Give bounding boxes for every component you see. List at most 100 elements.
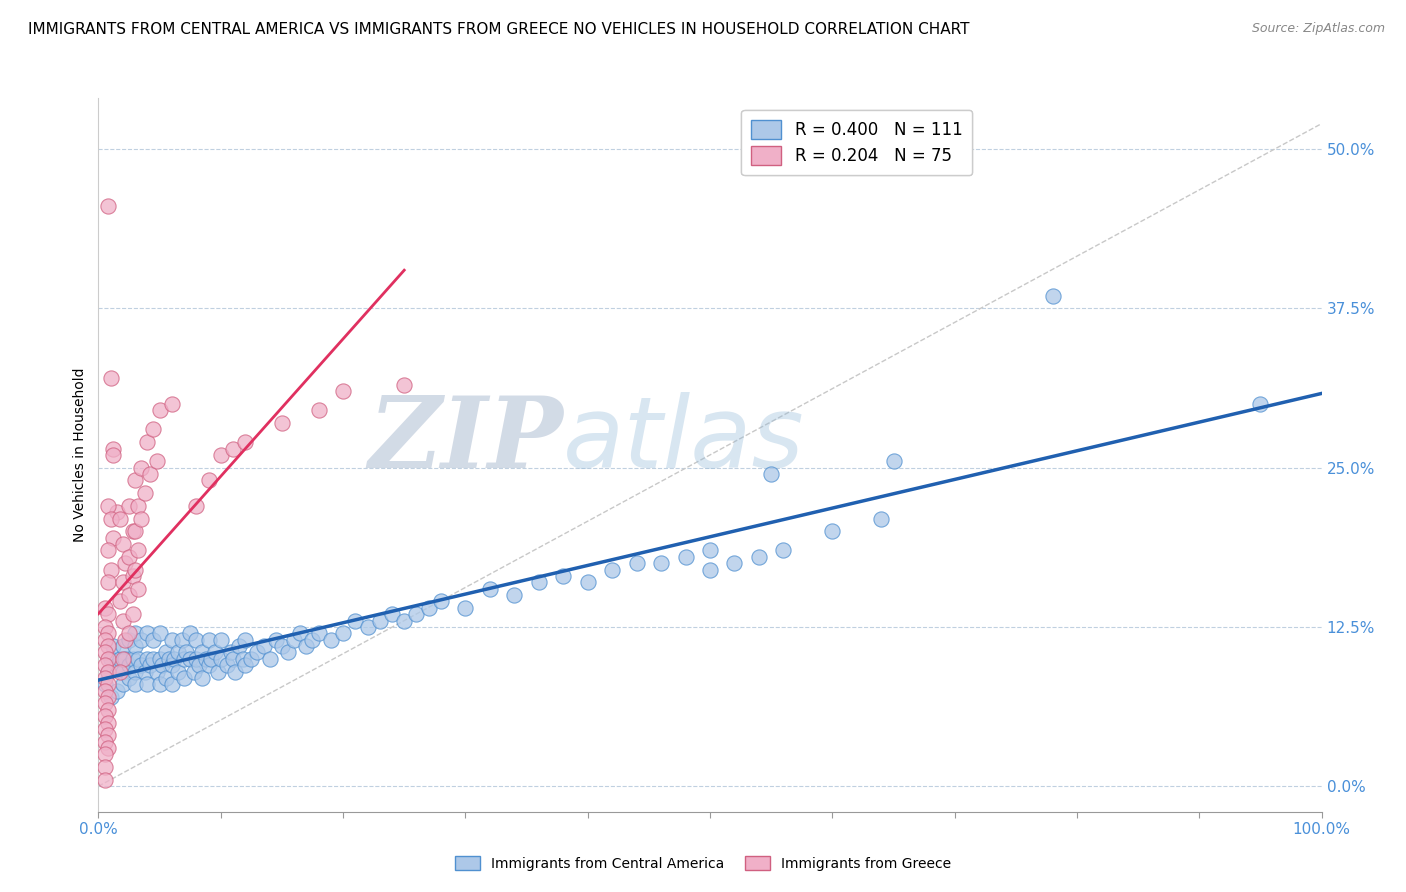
Point — [149, 652, 172, 666]
Point — [97, 703, 120, 717]
Point — [97, 543, 120, 558]
Point — [100, 511, 122, 525]
Point — [454, 600, 477, 615]
Point — [114, 632, 136, 647]
Point — [179, 626, 201, 640]
Point — [772, 543, 794, 558]
Point — [121, 607, 143, 622]
Point — [105, 658, 128, 673]
Point — [118, 588, 141, 602]
Point — [100, 652, 122, 666]
Point — [821, 524, 844, 539]
Point — [503, 588, 526, 602]
Text: Source: ZipAtlas.com: Source: ZipAtlas.com — [1251, 22, 1385, 36]
Point — [124, 524, 146, 539]
Point — [176, 645, 198, 659]
Point — [97, 607, 120, 622]
Point — [121, 652, 143, 666]
Point — [105, 505, 128, 519]
Point — [100, 563, 122, 577]
Point — [277, 645, 299, 659]
Point — [124, 563, 146, 577]
Point — [150, 658, 173, 673]
Point — [136, 435, 159, 450]
Point — [170, 632, 193, 647]
Point — [650, 556, 672, 570]
Point — [101, 448, 124, 462]
Point — [167, 645, 190, 659]
Point — [173, 652, 195, 666]
Point — [527, 575, 550, 590]
Point — [197, 474, 219, 488]
Point — [368, 614, 391, 628]
Point — [129, 460, 152, 475]
Point — [100, 371, 122, 385]
Point — [101, 531, 124, 545]
Point — [626, 556, 648, 570]
Point — [93, 747, 115, 762]
Point — [356, 620, 378, 634]
Point — [118, 671, 141, 685]
Legend: R = 0.400   N = 111, R = 0.204   N = 75: R = 0.400 N = 111, R = 0.204 N = 75 — [741, 110, 973, 175]
Point — [97, 626, 120, 640]
Point — [139, 658, 162, 673]
Point — [699, 563, 721, 577]
Point — [308, 626, 330, 640]
Point — [173, 671, 195, 685]
Point — [209, 632, 232, 647]
Point — [748, 549, 770, 564]
Point — [222, 442, 245, 456]
Point — [209, 652, 232, 666]
Point — [136, 652, 159, 666]
Point — [118, 549, 141, 564]
Point — [118, 632, 141, 647]
Point — [344, 614, 367, 628]
Point — [149, 626, 172, 640]
Point — [252, 639, 274, 653]
Text: IMMIGRANTS FROM CENTRAL AMERICA VS IMMIGRANTS FROM GREECE NO VEHICLES IN HOUSEHO: IMMIGRANTS FROM CENTRAL AMERICA VS IMMIG… — [28, 22, 970, 37]
Point — [290, 626, 312, 640]
Point — [97, 652, 120, 666]
Point — [118, 499, 141, 513]
Point — [197, 632, 219, 647]
Text: ZIP: ZIP — [368, 392, 564, 489]
Point — [186, 632, 208, 647]
Point — [295, 639, 318, 653]
Point — [392, 614, 416, 628]
Point — [129, 658, 152, 673]
Point — [93, 658, 115, 673]
Legend: Immigrants from Central America, Immigrants from Greece: Immigrants from Central America, Immigra… — [450, 850, 956, 876]
Point — [233, 658, 256, 673]
Point — [155, 645, 177, 659]
Point — [179, 652, 201, 666]
Point — [405, 607, 427, 622]
Point — [124, 677, 146, 691]
Point — [270, 416, 294, 430]
Point — [118, 658, 141, 673]
Point — [200, 652, 222, 666]
Point — [93, 600, 115, 615]
Point — [381, 607, 404, 622]
Point — [197, 658, 219, 673]
Point — [163, 652, 186, 666]
Point — [283, 632, 305, 647]
Point — [195, 652, 218, 666]
Point — [111, 639, 134, 653]
Point — [110, 594, 132, 608]
Point — [215, 658, 238, 673]
Point — [111, 665, 134, 679]
Point — [111, 537, 134, 551]
Point — [114, 652, 136, 666]
Point — [127, 582, 149, 596]
Point — [1249, 397, 1271, 411]
Point — [418, 600, 440, 615]
Point — [149, 403, 172, 417]
Point — [118, 626, 141, 640]
Point — [110, 665, 132, 679]
Point — [430, 594, 453, 608]
Point — [146, 665, 169, 679]
Point — [124, 474, 146, 488]
Point — [142, 422, 165, 436]
Point — [93, 734, 115, 748]
Point — [576, 575, 599, 590]
